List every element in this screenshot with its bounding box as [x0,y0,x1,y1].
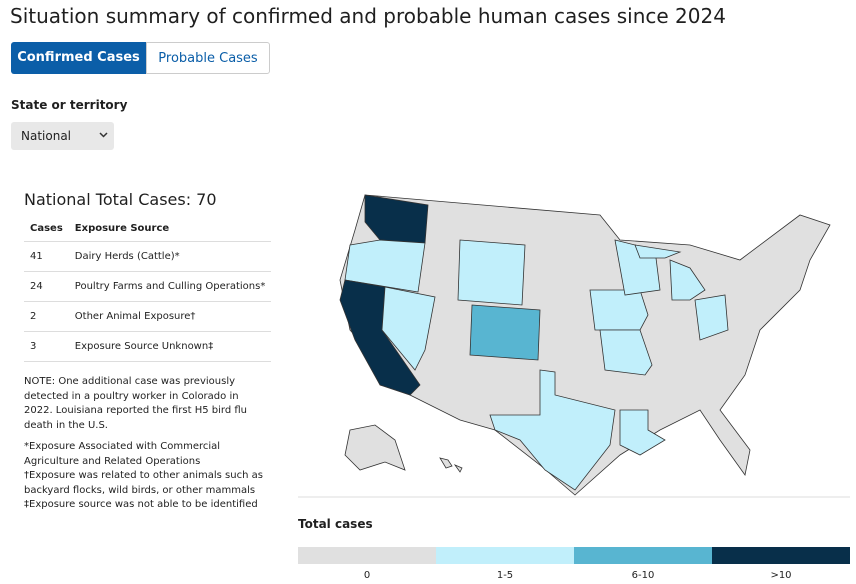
legend: 0 1-5 6-10 >10 [298,547,850,581]
note: NOTE: One additional case was previously… [24,376,248,431]
table-cell: 41 [24,241,69,272]
table-row: 24 Poultry Farms and Culling Operations* [24,271,272,302]
table-cell: Dairy Herds (Cattle)* [68,241,272,272]
legend-label: 0 [364,570,370,581]
select-value: National [21,129,72,143]
table-cell: Other Animal Exposure† [68,301,272,332]
filter-label: State or territory [11,98,128,112]
footnote: *Exposure Associated with Commercial Agr… [24,441,221,467]
footnote: ‡Exposure source was not able to be iden… [24,499,258,510]
table-row: 41 Dairy Herds (Cattle)* [24,241,272,272]
tab[interactable]: Confirmed Cases [11,42,146,74]
table-row: 2 Other Animal Exposure† [24,301,272,332]
legend-title: Total cases [298,517,373,531]
footnote: †Exposure was related to other animals s… [24,470,263,496]
table-row: 3 Exposure Source Unknown‡ [24,331,272,362]
legend-label: 1-5 [497,570,513,581]
table-cell: Poultry Farms and Culling Operations* [68,271,272,302]
tab[interactable]: Probable Cases [146,42,270,74]
table-cell: 3 [24,331,69,362]
legend-label: 6-10 [632,570,655,581]
map-states [339,194,831,496]
page-title: Situation summary of confirmed and proba… [10,4,726,28]
chevron [99,132,108,138]
legend-swatch [436,547,574,564]
table-cell: 2 [24,301,69,332]
table-cell: Exposure Source Unknown‡ [68,331,272,362]
table-cell: 24 [24,271,69,302]
select[interactable]: National [11,122,114,150]
summary-table: Cases Exposure Source 41 Dairy Herds (Catt… [24,215,272,362]
legend-swatch [574,547,712,564]
summary-heading: National Total Cases: 70 [24,190,217,209]
footnotes: *Exposure Associated with Commercial Agr… [24,440,264,513]
legend-swatch [712,547,850,564]
legend-swatch [298,547,436,564]
legend-label: >10 [770,570,791,581]
col-header: Cases [24,215,69,242]
col-header: Exposure Source [68,215,272,242]
